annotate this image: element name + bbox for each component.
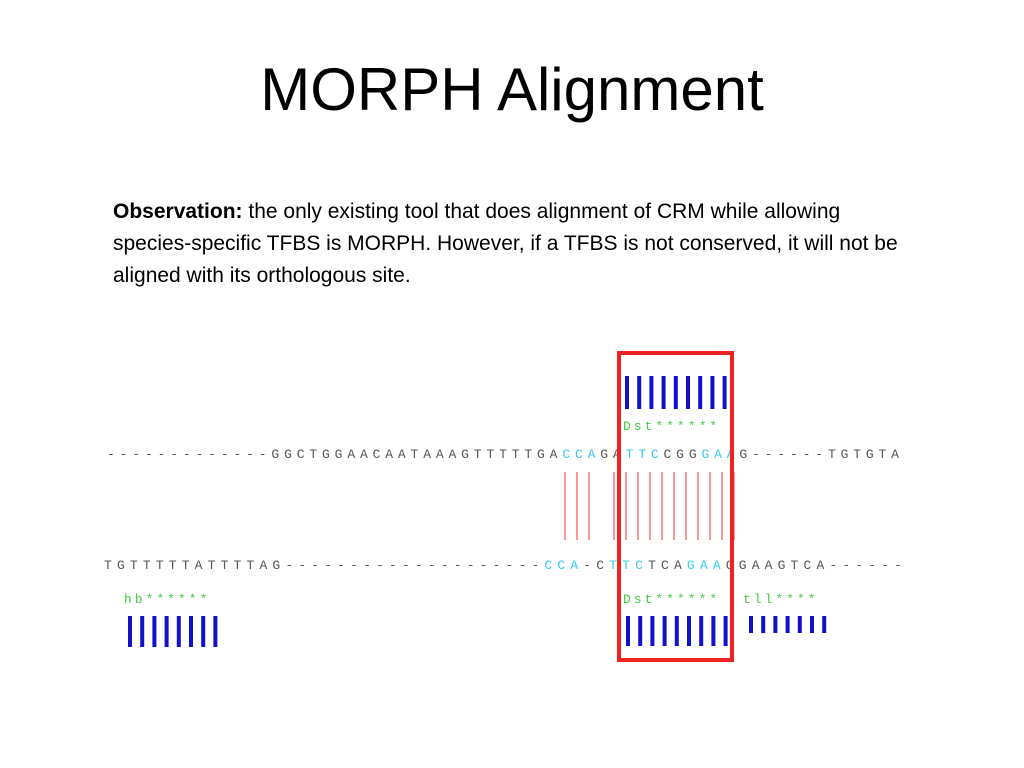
site-bar: [711, 616, 716, 646]
bottom-sequence: TGTTTTTATTTTAG-------------------- CCA -C T…: [104, 558, 902, 573]
site-bar: [686, 376, 690, 409]
bottom-seq-ttc: TTC: [609, 558, 643, 573]
site-bar: [152, 616, 157, 647]
site-bar: [176, 616, 181, 647]
site-bar: [710, 376, 715, 409]
bottom-seq-tca: TCA: [648, 558, 682, 573]
site-bar: [785, 616, 790, 633]
bottom-site-bars-hb: [128, 616, 218, 647]
site-bar: [213, 616, 218, 647]
top-seq-left: -------------GGCTGGAACAATAAAGTTTTTGA: [107, 447, 558, 462]
site-bar: [761, 616, 766, 633]
bottom-site-label-hb: hb******: [124, 592, 210, 607]
site-bar: [699, 616, 704, 646]
site-bar: [638, 616, 643, 646]
site-bar: [649, 376, 654, 409]
site-bar: [637, 376, 642, 409]
top-seq-gaa: GAA: [701, 447, 734, 462]
site-bar: [650, 616, 655, 646]
site-bar: [674, 616, 679, 646]
top-seq-cca: CCA: [562, 447, 595, 462]
site-bar: [723, 616, 728, 646]
observation-label: Observation:: [113, 200, 243, 223]
bottom-site-bars-dst: [626, 616, 728, 646]
top-sequence: -------------GGCTGGAACAATAAAGTTTTTGA CCA G…: [107, 447, 899, 462]
bottom-seq-gaa: GAA: [687, 558, 721, 573]
site-bar: [140, 616, 145, 647]
site-bar: [128, 616, 132, 647]
observation-paragraph: Observation: the only existing tool that…: [113, 196, 913, 292]
bottom-site-label-dst: Dst******: [623, 592, 720, 607]
observation-text: the only existing tool that does alignme…: [113, 200, 898, 287]
site-bar: [626, 616, 630, 646]
site-bar: [189, 616, 193, 647]
bottom-site-label-tll: tll****: [743, 592, 819, 607]
top-seq-cgg: CGG: [664, 447, 697, 462]
bottom-seq-left: TGTTTTTATTTTAG--------------------: [104, 558, 539, 573]
alignment-links: [564, 472, 735, 540]
slide-title: MORPH Alignment: [260, 56, 764, 123]
site-bar: [662, 616, 667, 646]
top-site-label-dst: Dst******: [623, 419, 720, 434]
bottom-seq-cca: CCA: [544, 558, 578, 573]
svg-text:-------------GGCTGGAACAATAAAGT: -------------GGCTGGAACAATAAAGTTTTTGA CCA G…: [107, 447, 899, 462]
bottom-site-bars-tll: [749, 616, 827, 633]
top-seq-ttc: TTC: [626, 447, 659, 462]
site-bar: [810, 616, 814, 633]
bottom-seq-dash-c: -C: [583, 558, 604, 573]
site-bar: [773, 616, 778, 633]
site-bar: [698, 376, 703, 409]
top-site-bars: [625, 376, 727, 409]
svg-text:TGTTTTTATTTTAG----------------: TGTTTTTATTTTAG-------------------- CCA -C T…: [104, 558, 902, 573]
site-bar: [722, 376, 727, 409]
site-bar: [822, 616, 827, 633]
site-bar: [625, 376, 629, 409]
highlight-box: [617, 351, 734, 662]
site-bar: [201, 616, 206, 647]
bottom-seq-right: GGAAGTCA------: [726, 558, 902, 573]
site-bar: [687, 616, 691, 646]
site-bar: [749, 616, 753, 633]
site-bar: [797, 616, 802, 633]
site-bar: [673, 376, 678, 409]
site-bar: [164, 616, 169, 647]
top-seq-right: G------TGTGTA: [739, 447, 899, 462]
site-bar: [661, 376, 666, 409]
